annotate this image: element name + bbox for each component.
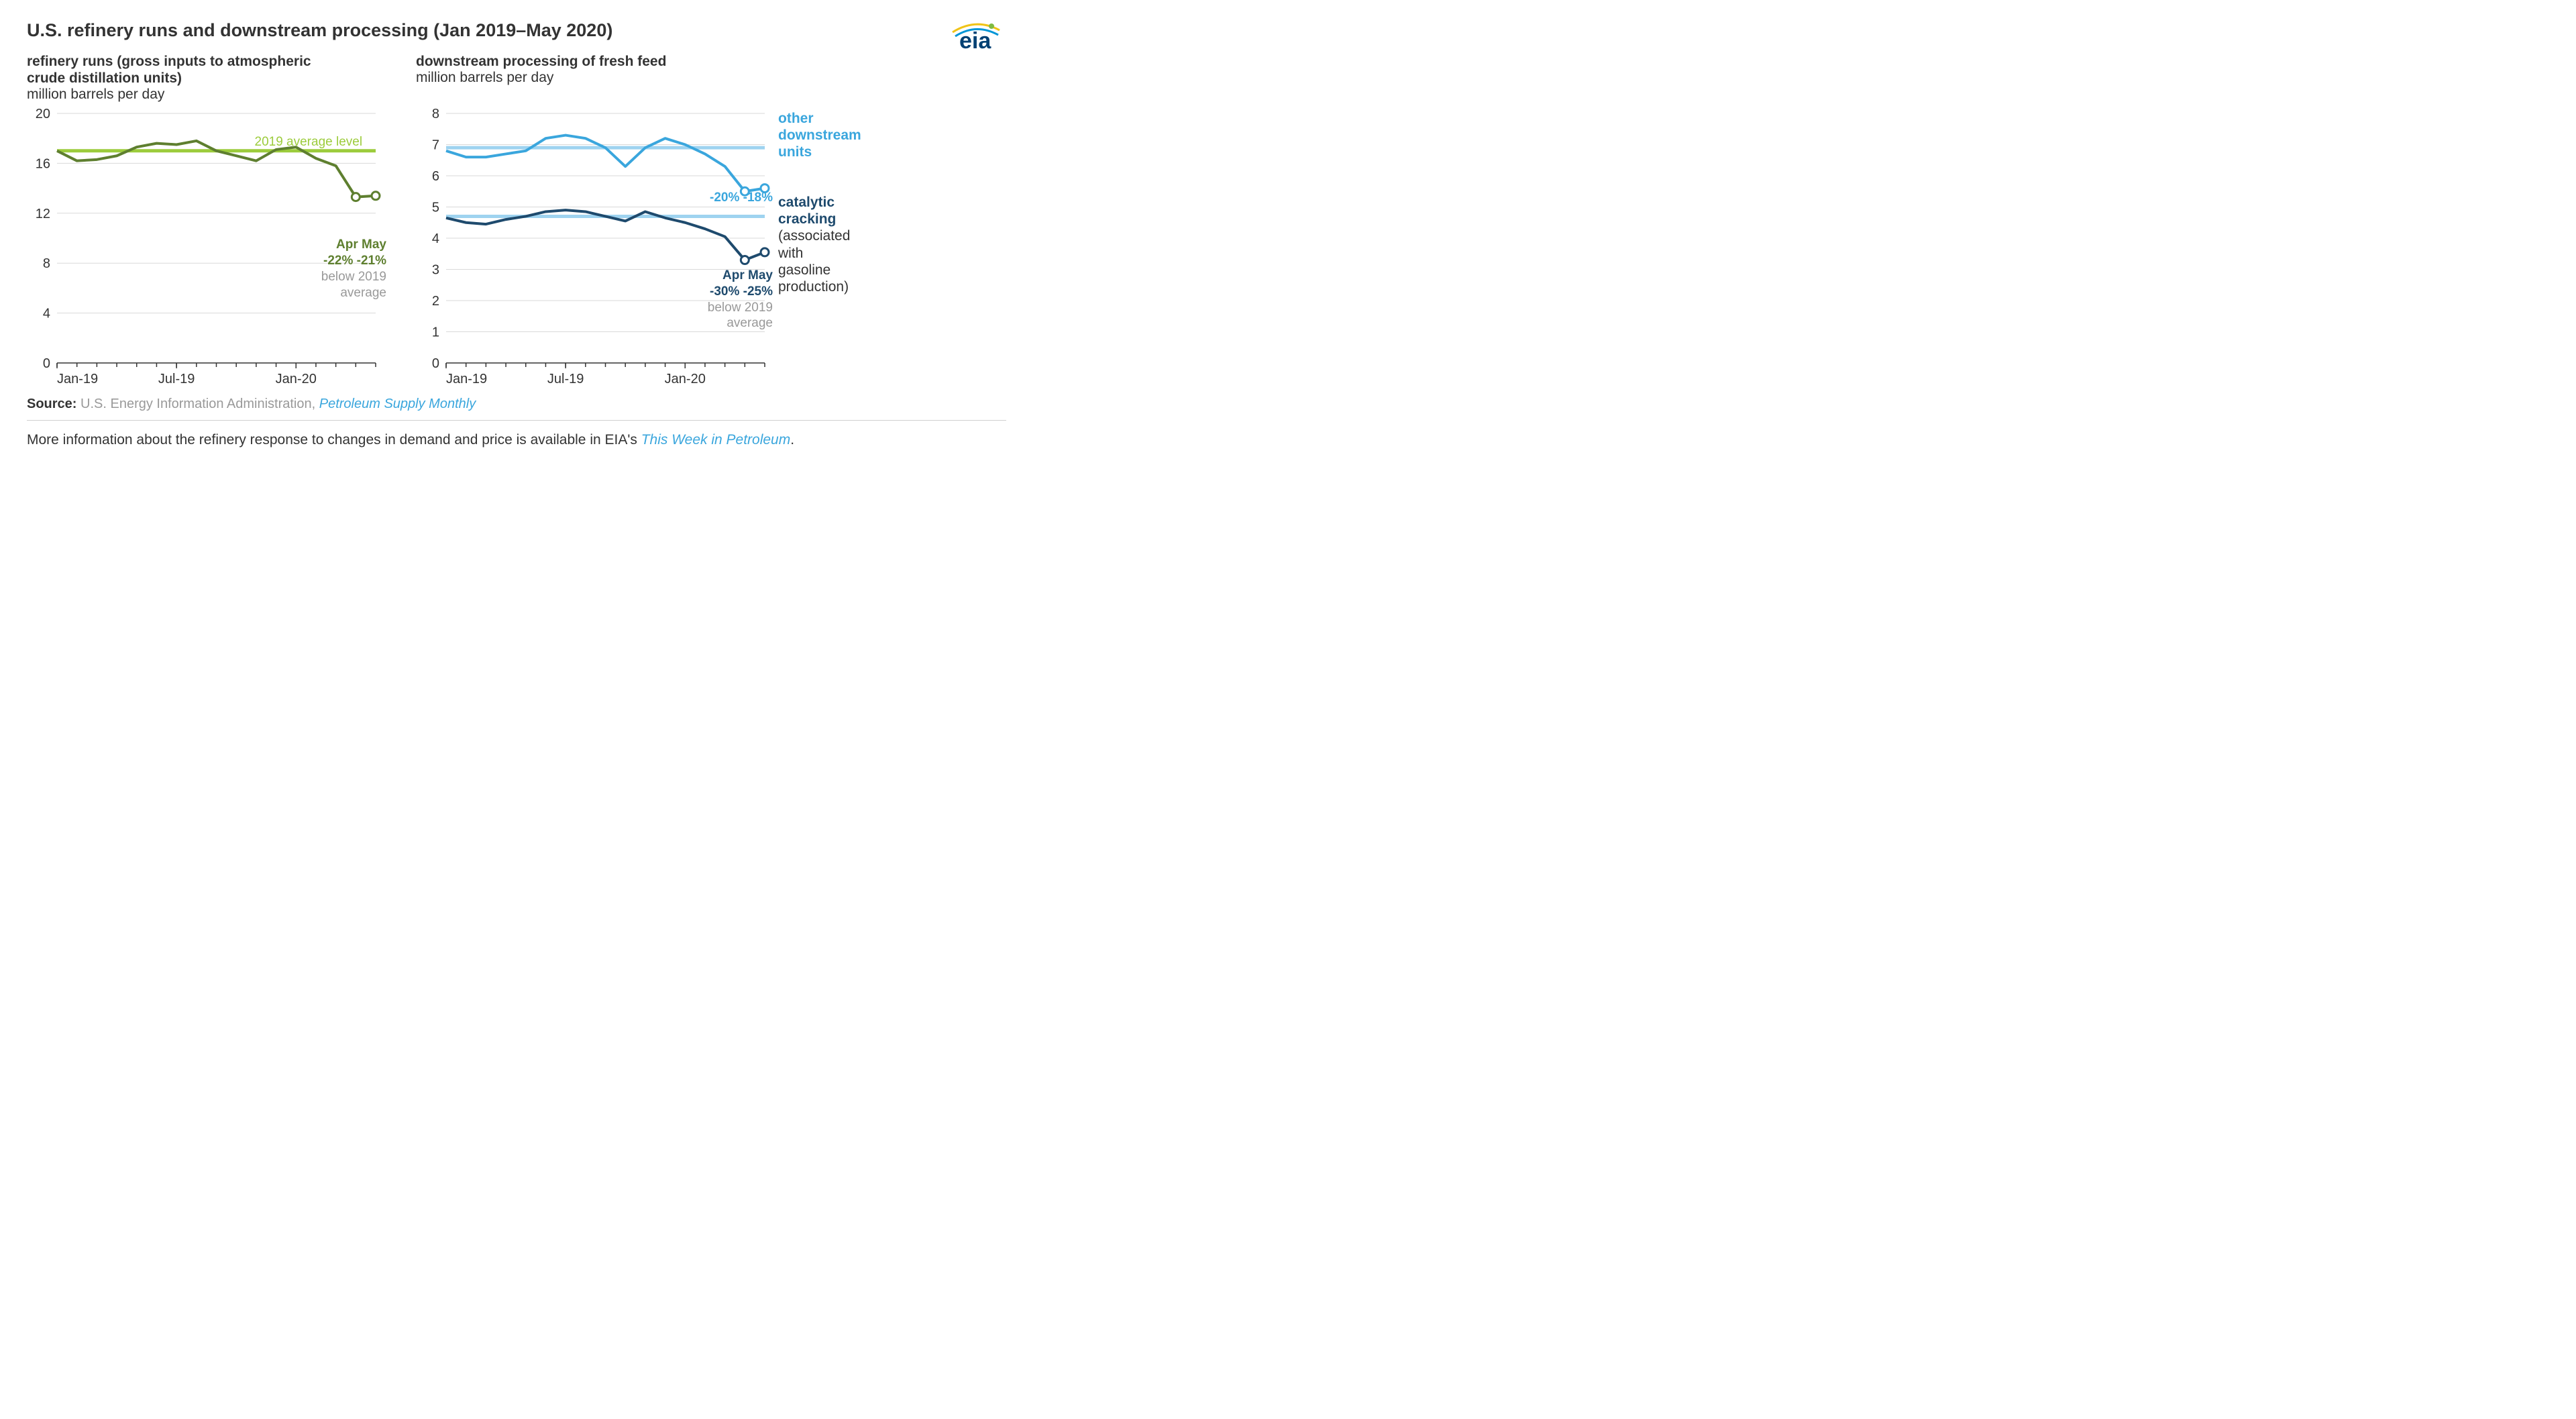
left-annot-below2: average xyxy=(340,286,386,300)
svg-text:2019 average level: 2019 average level xyxy=(255,135,363,149)
svg-text:Jan-20: Jan-20 xyxy=(276,372,317,386)
right-annot-catalytic: Apr May -30% -25% below 2019 average xyxy=(708,268,773,331)
svg-text:5: 5 xyxy=(432,201,439,215)
other-l2: downstream xyxy=(778,127,861,143)
svg-text:6: 6 xyxy=(432,169,439,184)
left-subtitle-1: refinery runs (gross inputs to atmospher… xyxy=(27,54,311,69)
svg-text:1: 1 xyxy=(432,325,439,340)
right-unit: million barrels per day xyxy=(416,70,771,86)
svg-text:Jul-19: Jul-19 xyxy=(158,372,195,386)
chart-container: eia U.S. refinery runs and downstream pr… xyxy=(27,20,1006,450)
label-catalytic: catalytic cracking (associated with gaso… xyxy=(778,194,850,295)
charts-row: refinery runs (gross inputs to atmospher… xyxy=(27,53,1006,390)
catalytic-annot-b2: average xyxy=(727,316,773,330)
footer-after: . xyxy=(790,432,794,448)
cat-l2: cracking xyxy=(778,211,836,227)
left-unit: million barrels per day xyxy=(27,87,382,103)
svg-text:16: 16 xyxy=(36,157,50,172)
svg-text:Jan-19: Jan-19 xyxy=(57,372,98,386)
right-chart-panel: downstream processing of fresh feed mill… xyxy=(416,53,771,390)
other-l3: units xyxy=(778,144,812,160)
right-subtitle: downstream processing of fresh feed xyxy=(416,53,771,70)
left-subtitle-2: crude distillation units) xyxy=(27,70,182,86)
svg-text:20: 20 xyxy=(36,108,50,121)
catalytic-annot-pct: -30% -25% xyxy=(710,284,773,299)
svg-text:8: 8 xyxy=(432,108,439,121)
svg-text:7: 7 xyxy=(432,138,439,153)
right-plot: 0 1 2 3 4 5 6 7 8 Jan-19 Jul-19 Jan-20 -20% -18% Ap… xyxy=(416,108,771,390)
cat-l5: production) xyxy=(778,279,849,295)
footer-text: More information about the refinery resp… xyxy=(27,430,1006,450)
svg-text:4: 4 xyxy=(432,231,439,246)
cat-l4: with gasoline xyxy=(778,246,830,278)
divider xyxy=(27,420,1006,421)
cat-l1: catalytic xyxy=(778,195,835,210)
label-other-downstream: other downstream units xyxy=(778,110,861,161)
source-link[interactable]: Petroleum Supply Monthly xyxy=(319,397,476,411)
eia-logo: eia xyxy=(946,20,1006,54)
catalytic-annot-b1: below 2019 xyxy=(708,301,773,315)
catalytic-annot-months: Apr May xyxy=(722,268,773,282)
right-svg: 0 1 2 3 4 5 6 7 8 Jan-19 Jul-19 Jan-20 xyxy=(416,108,771,390)
svg-text:8: 8 xyxy=(43,257,50,272)
left-annotation: Apr May -22% -21% below 2019 average xyxy=(321,237,386,301)
source-line: Source: U.S. Energy Information Administ… xyxy=(27,397,1006,412)
svg-text:2: 2 xyxy=(432,294,439,309)
left-plot: 0 4 8 12 16 20 2019 average level Jan-19 Jul-19 J… xyxy=(27,108,382,390)
left-chart-panel: refinery runs (gross inputs to atmospher… xyxy=(27,53,382,390)
svg-text:Jan-20: Jan-20 xyxy=(665,372,706,386)
svg-text:0: 0 xyxy=(432,356,439,371)
cat-l3: (associated xyxy=(778,228,850,244)
left-subtitle: refinery runs (gross inputs to atmospher… xyxy=(27,53,382,87)
svg-text:12: 12 xyxy=(36,207,50,221)
source-label: Source: xyxy=(27,397,76,411)
left-annot-months: Apr May xyxy=(336,238,386,252)
svg-text:Jul-19: Jul-19 xyxy=(547,372,584,386)
svg-text:4: 4 xyxy=(43,307,50,321)
other-l1: other xyxy=(778,111,814,126)
svg-text:0: 0 xyxy=(43,356,50,371)
left-annot-pct: -22% -21% xyxy=(323,254,386,268)
main-title: U.S. refinery runs and downstream proces… xyxy=(27,20,1006,41)
right-annot-other-pct: -20% -18% xyxy=(710,190,773,206)
left-annot-below1: below 2019 xyxy=(321,270,386,284)
source-text: U.S. Energy Information Administration, xyxy=(76,397,319,411)
svg-text:Jan-19: Jan-19 xyxy=(446,372,487,386)
footer-before: More information about the refinery resp… xyxy=(27,432,641,448)
svg-text:3: 3 xyxy=(432,263,439,278)
footer-link[interactable]: This Week in Petroleum xyxy=(641,432,791,448)
